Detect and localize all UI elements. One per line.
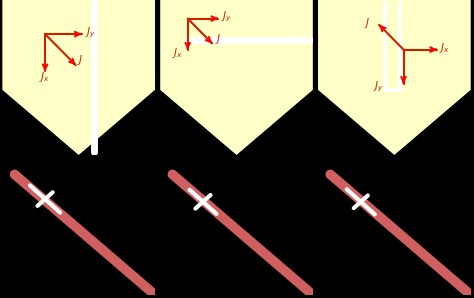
- Text: $J_y$: $J_y$: [85, 25, 96, 40]
- Text: $J_y$: $J_y$: [221, 10, 232, 24]
- Text: $J$: $J$: [77, 53, 83, 67]
- Text: $J_x$: $J_x$: [438, 41, 450, 55]
- Text: $J_x$: $J_x$: [173, 46, 183, 60]
- Polygon shape: [160, 0, 313, 155]
- Text: $J_x$: $J_x$: [39, 71, 50, 84]
- Text: $J$: $J$: [364, 16, 370, 30]
- Text: $J$: $J$: [215, 32, 222, 46]
- Text: $J_y$: $J_y$: [373, 80, 384, 94]
- Polygon shape: [318, 0, 471, 155]
- Polygon shape: [2, 0, 155, 155]
